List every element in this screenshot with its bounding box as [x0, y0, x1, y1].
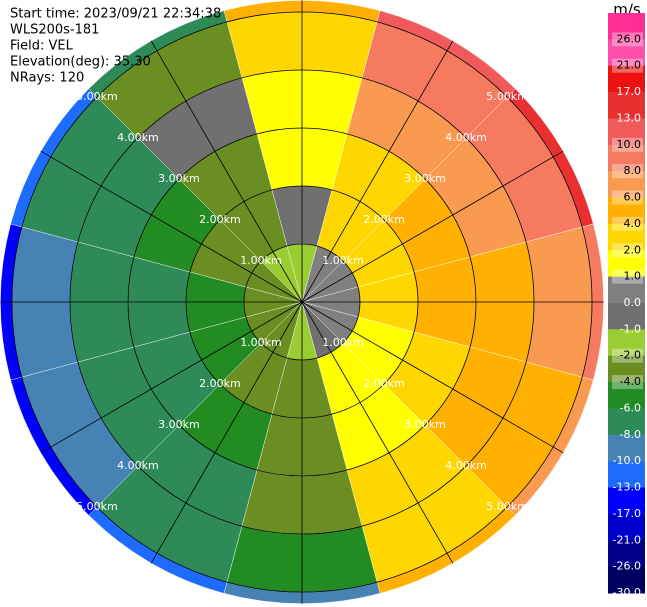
colorbar-tick-bg: [612, 32, 643, 47]
colorbar-swatch: [608, 329, 645, 357]
colorbar-swatch: [608, 355, 645, 383]
colorbar-tick-label: -4.0: [620, 375, 641, 388]
header-line: Start time: 2023/09/21 22:34:38: [10, 7, 221, 22]
range-label: 4.00km: [117, 131, 159, 144]
range-label: 1.00km: [322, 254, 364, 267]
range-label: 5.00km: [486, 90, 528, 103]
colorbar-tick-label: 1.0: [624, 270, 642, 283]
spoke: [150, 301, 303, 564]
colorbar-tick-label: 4.0: [624, 217, 642, 230]
colorbar-tick-label: 6.0: [624, 191, 642, 204]
range-label: 5.00km: [486, 500, 528, 513]
colorbar-tick-label: 17.0: [617, 85, 642, 98]
range-label: 4.00km: [445, 459, 487, 472]
colorbar-swatch: [608, 513, 645, 541]
spoke: [40, 150, 303, 303]
colorbar-tick-bg: [612, 243, 643, 258]
range-label: 2.00km: [363, 377, 405, 390]
spoke: [301, 150, 564, 303]
colorbar-swatch: [608, 65, 645, 93]
colorbar-tick-label: -26.0: [613, 560, 641, 573]
range-label: 4.00km: [445, 131, 487, 144]
colorbar-tick-label: -10.0: [613, 454, 641, 467]
colorbar-tick-label: -30.0: [613, 586, 641, 599]
colorbar-tick-label: -6.0: [620, 401, 641, 414]
colorbar-tick-bg: [612, 216, 643, 231]
colorbar-tick-bg: [612, 375, 643, 390]
range-ring: [127, 127, 477, 477]
colorbar-swatch: [608, 461, 645, 489]
colorbar-swatch: [608, 303, 645, 330]
colorbar-swatch: [608, 276, 645, 304]
colorbar-swatch: [608, 39, 645, 67]
range-label: 3.00km: [404, 172, 446, 185]
colorbar-swatch: [608, 487, 645, 515]
colorbar-swatch: [608, 144, 645, 172]
range-ring: [243, 243, 361, 361]
colorbar-tick-bg: [612, 137, 643, 152]
colorbar-tick-label: -1.0: [620, 322, 641, 335]
colorbar-tick-bg: [612, 164, 643, 179]
range-ring: [185, 185, 419, 419]
colorbar-swatch: [608, 250, 645, 278]
range-label: 2.00km: [199, 377, 241, 390]
colorbar-tick-label: -13.0: [613, 481, 641, 494]
colorbar-swatch: [608, 382, 645, 409]
spoke: [150, 40, 303, 303]
header-line: Elevation(deg): 35.30: [10, 55, 151, 70]
range-label: 3.00km: [158, 172, 200, 185]
colorbar-tick-label: -2.0: [620, 349, 641, 362]
colorbar-tick-label: -21.0: [613, 533, 641, 546]
range-label: 3.00km: [158, 418, 200, 431]
range-ring: [69, 69, 535, 535]
spoke: [40, 301, 303, 454]
colorbar-swatch: [608, 408, 645, 436]
colorbar-tick-bg: [612, 58, 643, 73]
colorbar-tick-label: -17.0: [613, 507, 641, 520]
range-label: 2.00km: [363, 213, 405, 226]
colorbar-tick-label: 10.0: [617, 138, 642, 151]
range-label: 1.00km: [240, 254, 282, 267]
colorbar-swatch: [608, 540, 645, 568]
range-label: 5.00km: [76, 90, 118, 103]
colorbar-tick-label: 8.0: [624, 164, 642, 177]
colorbar-tick-bg: [612, 348, 643, 363]
colorbar-swatch: [608, 197, 645, 225]
range-label: 5.00km: [76, 500, 118, 513]
colorbar-swatch: [608, 13, 645, 40]
colorbar-tick-label: -8.0: [620, 428, 641, 441]
spoke: [301, 301, 454, 564]
range-label: 1.00km: [240, 336, 282, 349]
colorbar-tick-label: 21.0: [617, 59, 642, 72]
colorbar-swatch: [608, 223, 645, 251]
colorbar-swatch: [608, 118, 645, 146]
colorbar-tick-bg: [612, 269, 643, 284]
colorbar-swatch: [608, 171, 645, 199]
header-line: Field: VEL: [10, 39, 74, 54]
colorbar-tick-bg: [612, 190, 643, 205]
header-line: NRays: 120: [10, 71, 84, 86]
colorbar-swatch: [608, 92, 645, 119]
colorbar-swatch: [608, 434, 645, 462]
range-label: 4.00km: [117, 459, 159, 472]
spoke: [301, 301, 564, 454]
header-line: WLS200s-181: [10, 23, 99, 38]
colorbar-swatch: [608, 566, 645, 594]
colorbar-tick-label: 13.0: [617, 111, 642, 124]
range-ring: [11, 11, 593, 593]
colorbar-tick-label: 2.0: [624, 243, 642, 256]
range-label: 3.00km: [404, 418, 446, 431]
spoke: [301, 40, 454, 303]
range-label: 2.00km: [199, 213, 241, 226]
range-label: 1.00km: [322, 336, 364, 349]
colorbar-tick-label: 26.0: [617, 32, 642, 45]
colorbar-tick-label: 0.0: [624, 296, 642, 309]
